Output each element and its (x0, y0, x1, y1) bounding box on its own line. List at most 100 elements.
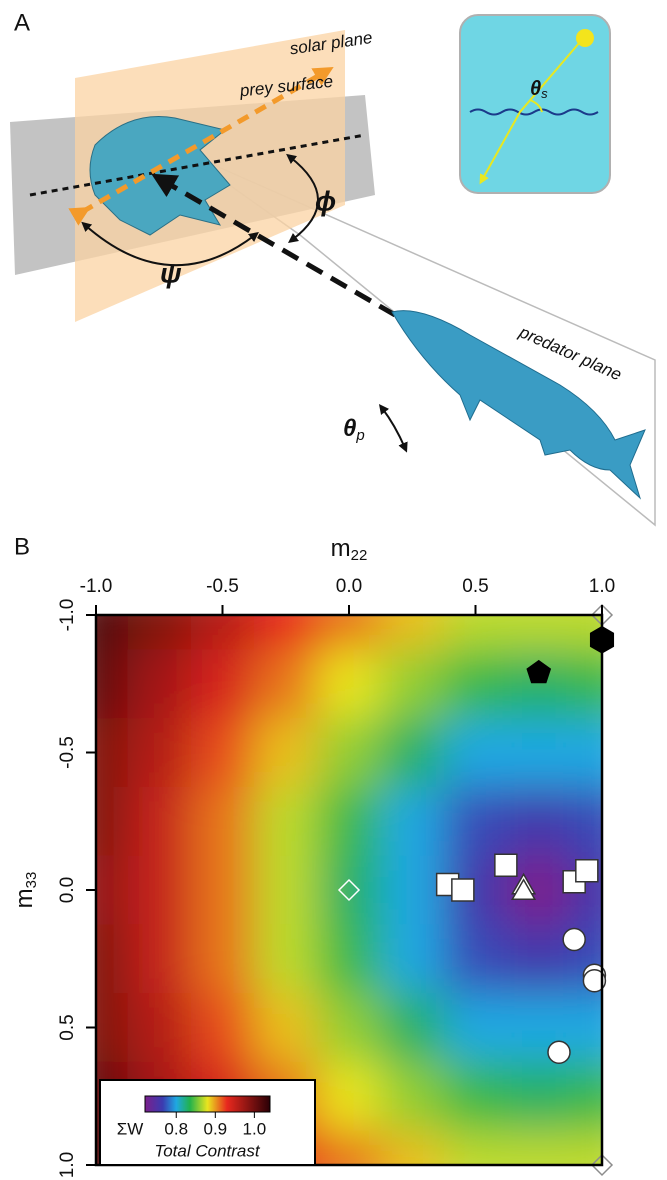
heat-cell (570, 718, 602, 788)
triangle-marker (510, 878, 537, 901)
heat-cell (96, 615, 129, 651)
markers (337, 603, 615, 1177)
heat-cell (127, 649, 192, 720)
heat-cell (380, 718, 445, 788)
theta-symbol: θ (530, 78, 541, 100)
heat-cell (317, 718, 382, 788)
x-tick-label: 0.0 (336, 576, 362, 597)
heat-cell (570, 993, 602, 1063)
heat-cell (317, 649, 382, 720)
heat-cell (380, 615, 445, 651)
heat-cell (380, 924, 445, 995)
colorbar-label: ΣW (117, 1119, 144, 1138)
x-tick-label: -1.0 (80, 576, 113, 597)
prey-surface-arrow (68, 67, 334, 226)
colorbar (144, 1095, 271, 1113)
heat-cell (190, 718, 256, 788)
heat-cell (380, 993, 445, 1063)
circle-marker (582, 969, 607, 993)
theta-sub: p (355, 427, 364, 444)
heat-cell (507, 924, 572, 995)
axis-symbol: m (11, 888, 38, 908)
heat-cell (254, 993, 319, 1063)
panel-label: A (14, 9, 30, 36)
theta-sub: s (541, 86, 548, 101)
heat-cell (443, 993, 509, 1063)
x-tick-label: -0.5 (206, 576, 239, 597)
heat-cell (507, 615, 572, 651)
phi-label: ϕ (315, 185, 336, 216)
heat-cell (443, 649, 509, 720)
x-tick-label: 0.5 (462, 576, 488, 597)
circle-marker (547, 1040, 571, 1064)
heat-cell (380, 649, 445, 720)
axes: -1.0 -0.5 0.0 0.5 1.0 -1.0 -0.5 0.0 0.5 1.0 (57, 576, 615, 1178)
heat-cell (380, 1130, 445, 1165)
heat-cell (127, 924, 192, 995)
heat-cell (190, 993, 256, 1063)
circle-marker (562, 927, 586, 952)
heat-cell (443, 615, 509, 651)
colorbar-tick-label: 0.8 (164, 1119, 188, 1138)
axis-sub: 33 (23, 872, 40, 889)
angle-arc (529, 99, 543, 113)
square-marker (494, 853, 518, 877)
line-of-sight (151, 173, 397, 318)
heat-cell (443, 1130, 509, 1165)
colorbar-tick-label: 0.9 (203, 1119, 227, 1138)
heat-cell (507, 786, 572, 857)
theta-p-label: θp (343, 415, 365, 444)
square-marker (451, 878, 475, 902)
heat-cell (317, 855, 382, 926)
heat-cell (443, 924, 509, 995)
heat-cell (190, 786, 256, 857)
heat-cell (507, 649, 572, 720)
pentagon-marker (526, 659, 552, 684)
heat-cell (443, 718, 509, 788)
heat-cell (507, 1130, 572, 1165)
heat-cell (317, 1061, 382, 1132)
legend-box (99, 1079, 316, 1166)
theta-symbol: θ (343, 415, 356, 442)
heat-cell (254, 924, 319, 995)
heat-cell (127, 615, 192, 651)
heat-cell (96, 718, 129, 788)
light-ray (479, 41, 581, 185)
heat-cell (317, 1130, 382, 1165)
theta-p-arc (378, 404, 408, 453)
axis-sub: 22 (351, 547, 368, 564)
colorbar-ticks: 0.8 0.9 1.0 (164, 1112, 266, 1138)
psi-label: ψ (160, 257, 182, 288)
panel-a: A solar plane prey surface ϕ ψ predator … (10, 9, 656, 527)
square-marker (575, 859, 599, 883)
inset (459, 14, 611, 194)
heat-cell (254, 718, 319, 788)
heat-cell (96, 924, 129, 995)
y-tick-label: -1.0 (57, 599, 78, 632)
heat-cell (127, 993, 192, 1063)
heat-cell (507, 718, 572, 788)
legend: ΣW Total Contrast 0.8 0.9 1.0 (99, 1079, 316, 1166)
water-surface (469, 108, 599, 116)
heat-cell (570, 786, 602, 857)
heat-cell (96, 786, 129, 857)
heat-cell (127, 786, 192, 857)
heat-cell (380, 786, 445, 857)
heat-cell (254, 786, 319, 857)
heat-cell (254, 615, 319, 651)
heat-cell (317, 786, 382, 857)
heat-cell (190, 855, 256, 926)
colorbar-title: Total Contrast (154, 1141, 260, 1160)
y-tick-label: 0.0 (57, 877, 78, 903)
y-tick-label: 0.5 (57, 1014, 78, 1040)
heat-cell (443, 786, 509, 857)
y-axis-title: m33 (11, 872, 40, 909)
heat-cell (507, 1061, 572, 1132)
heat-cell (190, 649, 256, 720)
axis-symbol: m (331, 535, 351, 562)
y-tick-label: -0.5 (57, 736, 78, 769)
heat-cell (127, 855, 192, 926)
x-tick-label: 1.0 (589, 576, 615, 597)
heat-cell (317, 993, 382, 1063)
